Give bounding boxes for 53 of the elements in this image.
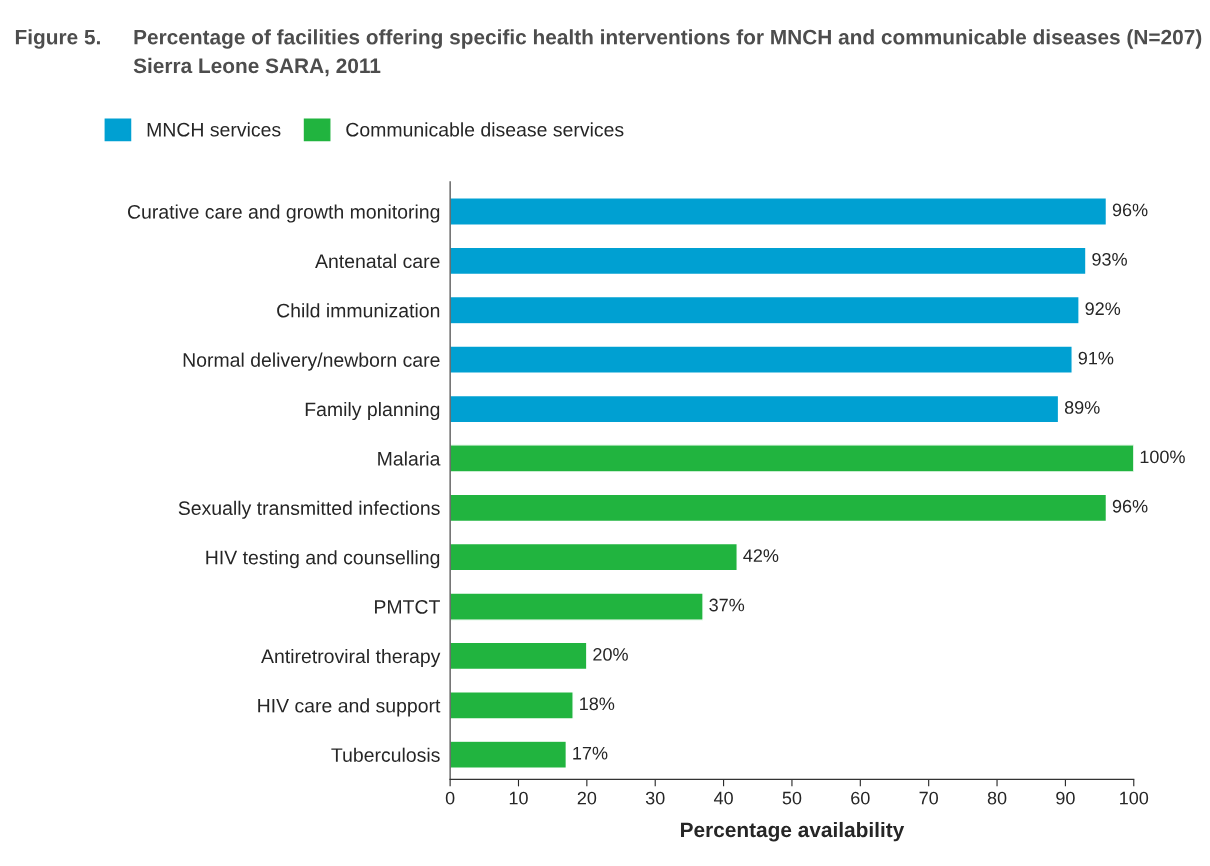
y-tick-label: Antiretroviral therapy: [261, 648, 441, 668]
data-label: 18%: [580, 697, 615, 711]
x-tick-label: 20: [577, 791, 597, 805]
data-label: 37%: [709, 598, 745, 612]
data-label: 96%: [1112, 203, 1148, 217]
y-tick-label: Normal delivery/newborn care: [183, 352, 440, 371]
bar: [450, 345, 1073, 374]
y-tick-label: Curative care and growth monitoring: [127, 204, 440, 223]
y-tick-label: HIV care and support: [258, 698, 441, 717]
data-label: 92%: [1085, 302, 1121, 316]
chart-title: Percentage of facilities offering specific health interventions for MNCH and communicable diseases (N=207): [134, 29, 1202, 49]
legend-label: MNCH services: [147, 122, 281, 137]
y-tick-label: Malaria: [378, 451, 441, 466]
data-label: 93%: [1092, 252, 1127, 266]
bar: [450, 394, 1060, 424]
bar: [450, 197, 1108, 226]
caption: Figure 5.: [15, 29, 100, 49]
y-tick-label: Child immunization: [277, 303, 440, 318]
x-tick-label: 0: [445, 791, 455, 805]
data-label: 17%: [573, 746, 608, 760]
legend-label: Communicable disease services: [346, 122, 624, 137]
bar: [450, 592, 704, 621]
x-tick-label: 60: [851, 791, 870, 805]
y-tick-label: Sexually transmitted infections: [178, 500, 440, 519]
x-tick-label: 90: [1056, 791, 1075, 805]
bar: [450, 542, 738, 572]
x-tick-label: 30: [645, 791, 665, 805]
data-label: 42%: [743, 549, 779, 562]
data-label: 91%: [1078, 351, 1114, 365]
bar: [450, 444, 1134, 473]
x-tick-label: 10: [509, 791, 528, 805]
x-tick-label: 50: [782, 791, 802, 805]
bar: [450, 493, 1108, 523]
x-tick-label: 100: [1120, 791, 1149, 805]
text: Sierra Leone SARA, 2011: [133, 57, 381, 77]
x-tick-label: 70: [919, 791, 939, 805]
y-tick-label: Tuberculosis: [331, 747, 440, 762]
bar: [450, 246, 1087, 276]
bar: [450, 691, 574, 720]
x-tick-label: 80: [987, 791, 1007, 805]
y-tick-label: Family planning: [305, 401, 440, 421]
y-tick-label: PMTCT: [375, 600, 440, 614]
bar: [450, 740, 568, 769]
bar: [450, 295, 1080, 325]
data-label: 100%: [1140, 450, 1185, 464]
y-tick-label: HIV testing and counselling: [206, 550, 440, 569]
data-label: 20%: [593, 648, 628, 661]
x-axis-title: Percentage availability: [681, 821, 905, 842]
y-tick-label: Antenatal care: [315, 253, 440, 269]
data-label: 96%: [1112, 499, 1148, 513]
bar: [450, 641, 588, 671]
x-tick-label: 40: [713, 791, 733, 805]
data-label: 89%: [1064, 401, 1100, 414]
